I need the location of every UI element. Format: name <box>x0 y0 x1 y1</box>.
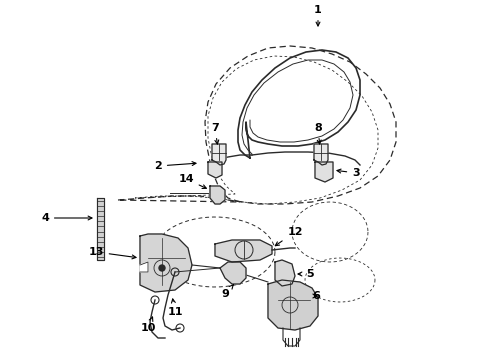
Text: 8: 8 <box>314 123 322 144</box>
Polygon shape <box>97 198 104 260</box>
Polygon shape <box>268 280 318 330</box>
Text: 6: 6 <box>312 291 320 301</box>
Polygon shape <box>215 240 272 262</box>
Polygon shape <box>208 162 222 178</box>
Text: 1: 1 <box>314 5 322 26</box>
Text: 12: 12 <box>275 227 303 246</box>
Polygon shape <box>220 262 246 284</box>
Polygon shape <box>140 234 192 292</box>
Text: 14: 14 <box>178 174 206 189</box>
Text: 4: 4 <box>41 213 92 223</box>
Polygon shape <box>212 144 226 165</box>
Polygon shape <box>275 260 295 286</box>
Text: 13: 13 <box>88 247 136 259</box>
Text: 7: 7 <box>211 123 219 144</box>
Text: 9: 9 <box>221 284 234 299</box>
Text: 3: 3 <box>337 168 360 178</box>
Text: 5: 5 <box>298 269 314 279</box>
Text: 2: 2 <box>154 161 196 171</box>
Polygon shape <box>210 186 225 204</box>
Circle shape <box>159 265 165 271</box>
Polygon shape <box>140 262 148 272</box>
Polygon shape <box>314 144 328 165</box>
Polygon shape <box>315 162 333 182</box>
Text: 10: 10 <box>140 317 156 333</box>
Text: 11: 11 <box>167 299 183 317</box>
